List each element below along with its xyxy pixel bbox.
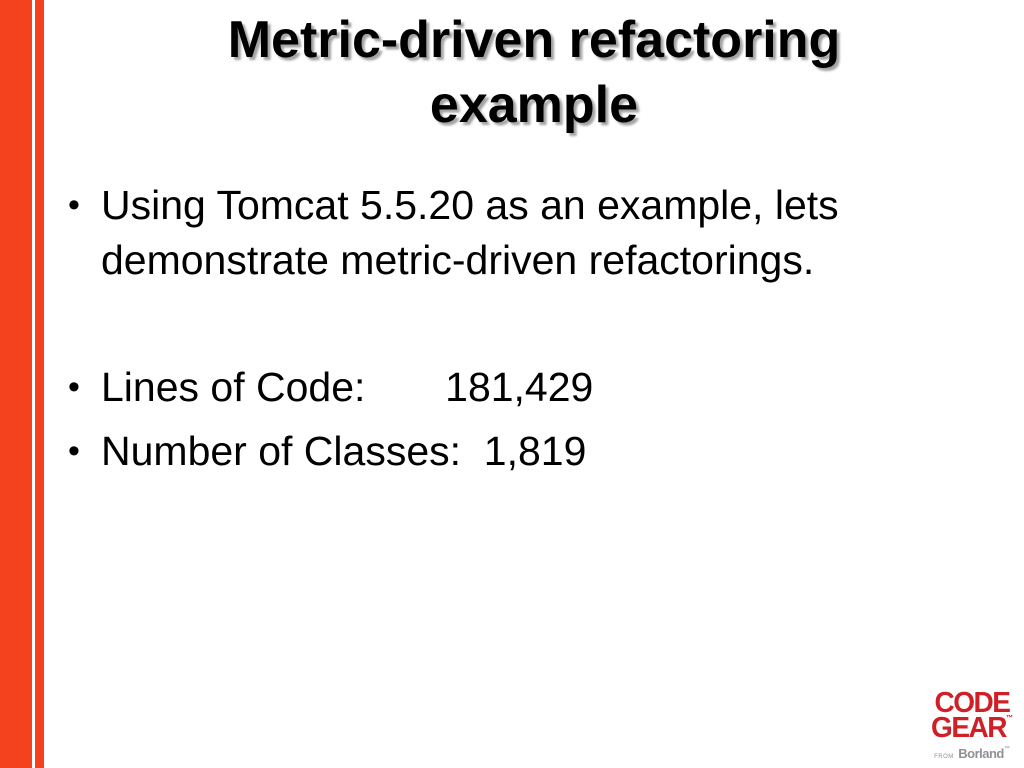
bullet-text: Number of Classes: 1,819 xyxy=(101,427,587,474)
codegear-logo: CODE GEAR™ FROM Borland™ xyxy=(930,685,1014,762)
logo-from-borland: FROM Borland™ xyxy=(930,746,1014,762)
left-accent-bar xyxy=(0,0,44,768)
bullet-list: • Using Tomcat 5.5.20 as an example, let… xyxy=(44,178,1024,479)
bullet-text: Lines of Code: 181,429 xyxy=(101,363,594,410)
logo-code-text: CODE xyxy=(934,685,1011,719)
trademark-symbol: ™ xyxy=(1005,715,1013,723)
logo-word-code: CODE xyxy=(930,685,1014,719)
logo-gear-text: GEAR xyxy=(931,710,1007,744)
logo-from-text: FROM xyxy=(934,754,954,760)
slide-canvas: Metric-driven refactoring example • Usin… xyxy=(44,0,1024,768)
slide-title: Metric-driven refactoring example xyxy=(227,11,841,134)
logo-borland-text: Borland xyxy=(958,746,1004,761)
bullet-icon: • xyxy=(68,431,80,470)
list-item: • Using Tomcat 5.5.20 as an example, let… xyxy=(68,178,994,288)
bullet-icon: • xyxy=(68,367,80,406)
logo-word-gear: GEAR™ xyxy=(930,710,1014,744)
trademark-symbol: ™ xyxy=(1003,746,1010,752)
list-item: • Lines of Code: 181,429 xyxy=(68,360,994,415)
list-item: • Number of Classes: 1,819 xyxy=(68,424,994,479)
bullet-icon: • xyxy=(68,186,80,224)
bullet-text: Using Tomcat 5.5.20 as an example, lets … xyxy=(101,182,839,283)
